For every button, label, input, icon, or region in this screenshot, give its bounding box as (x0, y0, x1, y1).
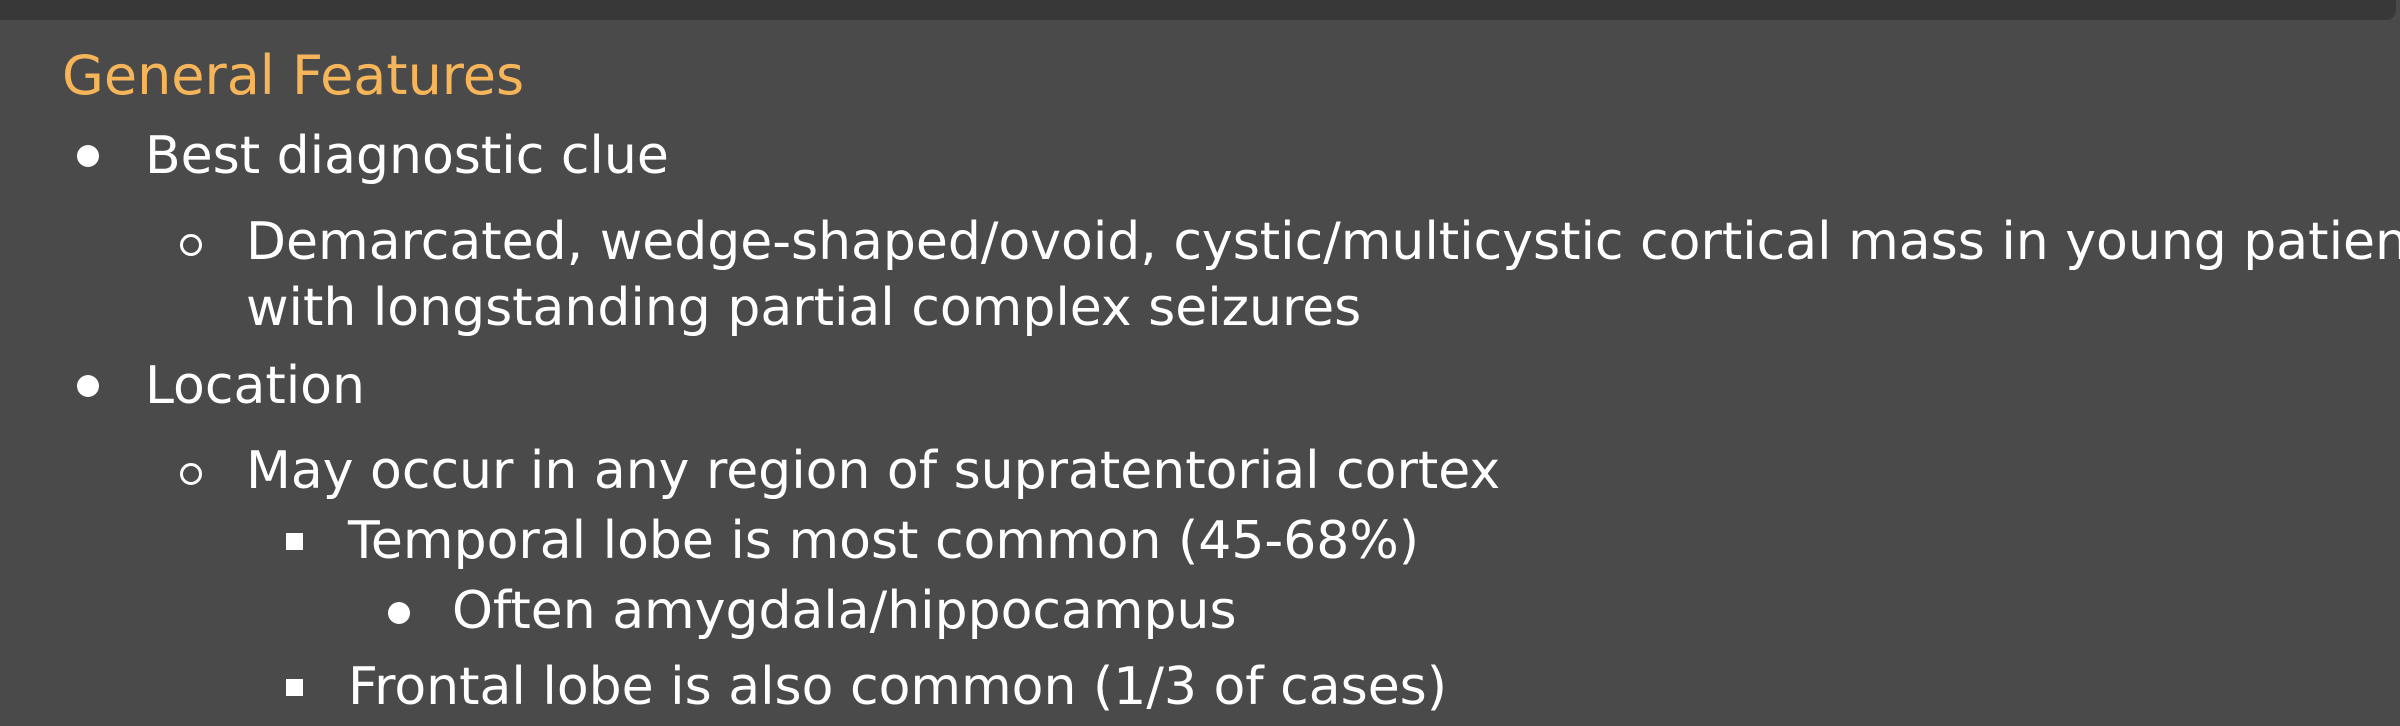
bullet-level2-icon (180, 463, 202, 485)
bullet-level3-icon (286, 679, 303, 696)
outline-subitem-amygdala: Often amygdala/hippocampus (452, 581, 1237, 641)
bullet-level1-icon (77, 375, 99, 397)
outline-subitem-supratentorial: May occur in any region of supratentoria… (246, 441, 1501, 501)
slide-top-bar (0, 0, 2396, 20)
outline-subitem-temporal-lobe: Temporal lobe is most common (45-68%) (348, 511, 1420, 571)
bullet-level4-icon (388, 602, 410, 624)
bullet-level1-icon (77, 145, 99, 167)
bullet-level2-icon (180, 234, 202, 256)
outline-subitem-clue-line1: Demarcated, wedge-shaped/ovoid, cystic/m… (246, 212, 2400, 272)
outline-item-location: Location (145, 356, 365, 416)
section-heading: General Features (62, 44, 525, 107)
outline-item-best-diagnostic-clue: Best diagnostic clue (145, 126, 669, 186)
bullet-level3-icon (286, 533, 303, 550)
outline-subitem-clue-line2: with longstanding partial complex seizur… (246, 278, 1362, 338)
outline-subitem-frontal-lobe: Frontal lobe is also common (1/3 of case… (348, 657, 1448, 717)
